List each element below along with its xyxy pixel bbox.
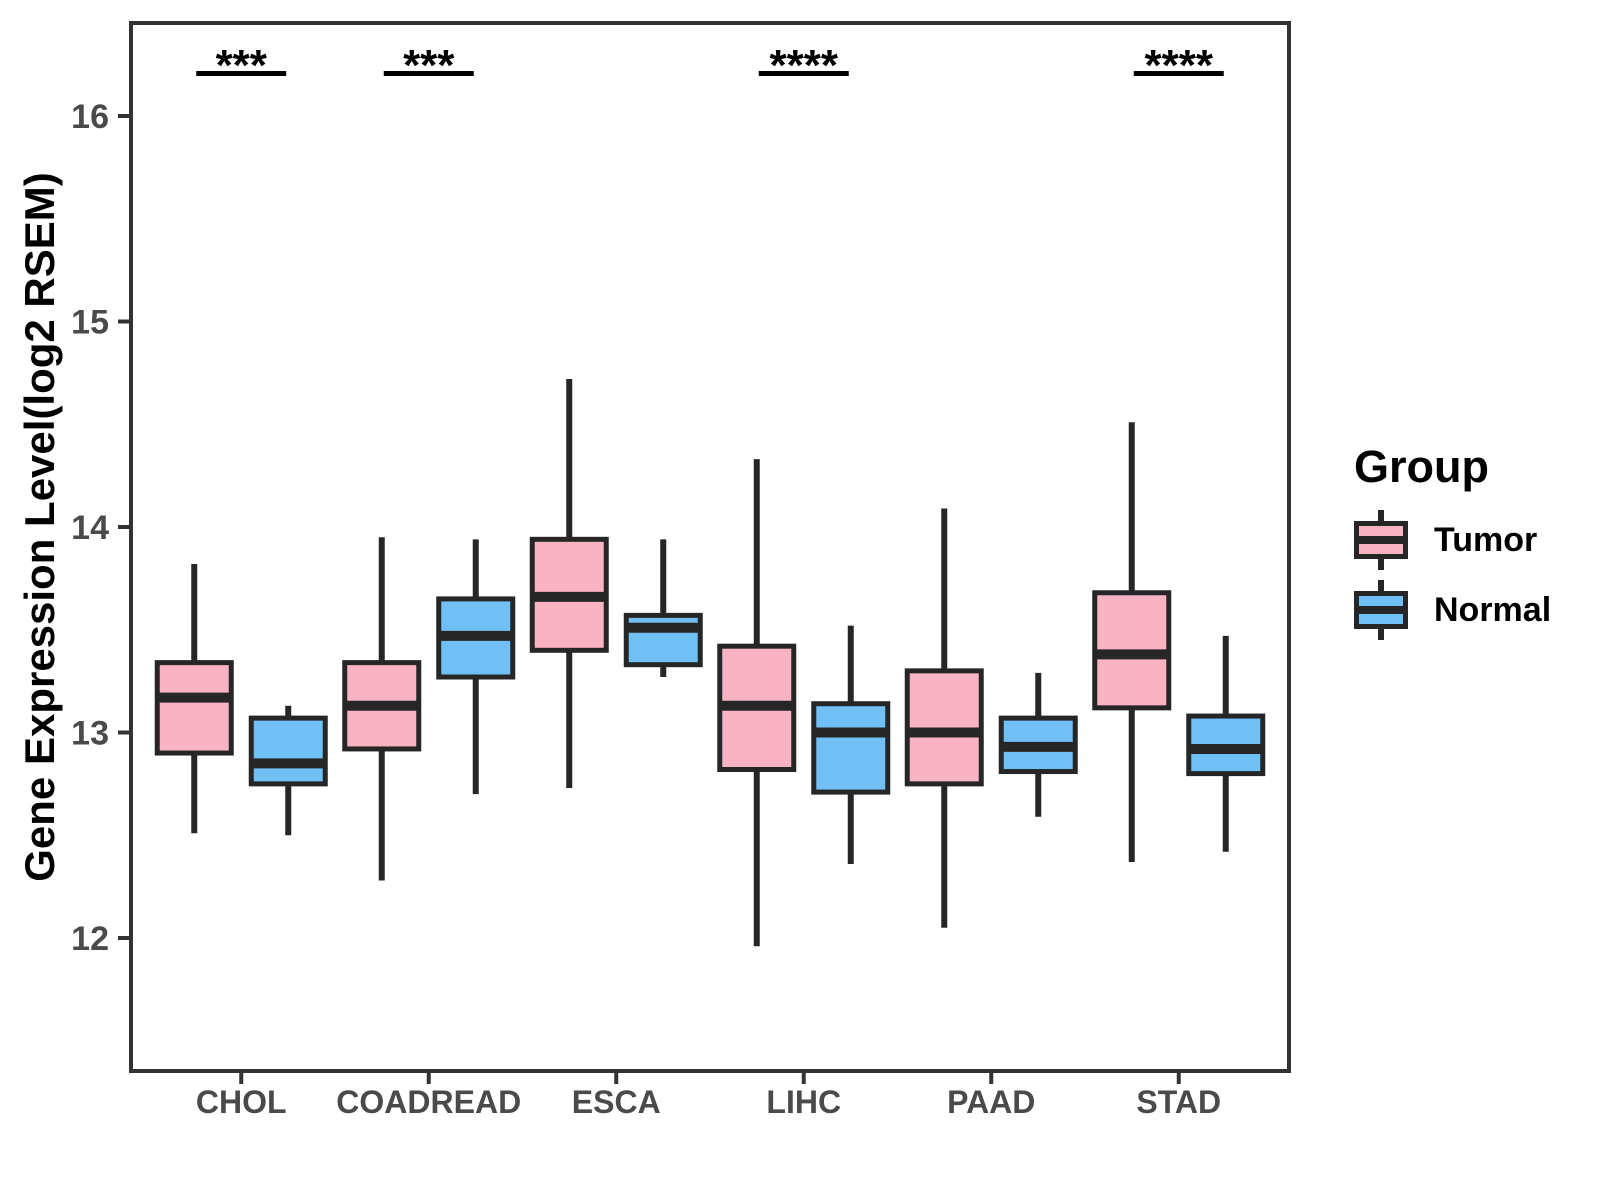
y-axis-tick-label-14: 14 xyxy=(71,509,109,547)
box-Normal-LIHC xyxy=(811,701,891,795)
x-axis-label-CHOL: CHOL xyxy=(196,1084,287,1120)
significance-stars-STAD: **** xyxy=(1145,41,1214,90)
key-median xyxy=(1354,536,1408,544)
legend-title: Group xyxy=(1354,441,1489,492)
significance-bar-STAD xyxy=(1133,71,1224,76)
legend-label-tumor: Tumor xyxy=(1434,520,1538,559)
box-Tumor-CHOL xyxy=(154,660,234,756)
legend-label-normal: Normal xyxy=(1434,590,1552,629)
significance-stars-CHOL: *** xyxy=(216,41,268,90)
x-axis-label-ESCA: ESCA xyxy=(572,1084,661,1120)
y-axis-tick-label-16: 16 xyxy=(71,98,109,136)
box-Tumor-PAAD xyxy=(904,668,984,787)
legend-entry-normal: Normal xyxy=(1354,580,1551,640)
x-axis-label-LIHC: LIHC xyxy=(766,1084,841,1120)
legend: Group Tumor Normal xyxy=(1354,444,1551,650)
x-axis-label-PAAD: PAAD xyxy=(947,1084,1035,1120)
y-axis-tick-label-12: 12 xyxy=(71,920,109,958)
box-Normal-CHOL xyxy=(248,715,328,787)
tumor-boxplot-key-icon xyxy=(1354,510,1408,570)
y-axis-tick-label-13: 13 xyxy=(71,715,109,753)
significance-bar-CHOL xyxy=(196,71,287,76)
y-axis-title: Gene Expression Level(log2 RSEM) xyxy=(16,172,63,882)
significance-bar-LIHC xyxy=(758,71,849,76)
y-axis-tick-label-15: 15 xyxy=(71,304,109,342)
significance-bar-COADREAD xyxy=(383,71,474,76)
significance-stars-LIHC: **** xyxy=(770,41,839,90)
panel-border xyxy=(129,21,1291,1073)
x-axis-label-COADREAD: COADREAD xyxy=(336,1084,521,1120)
x-axis-label-STAD: STAD xyxy=(1136,1084,1221,1120)
significance-stars-COADREAD: *** xyxy=(403,41,455,90)
key-median xyxy=(1354,606,1408,614)
legend-entry-tumor: Tumor xyxy=(1354,510,1551,570)
normal-boxplot-key-icon xyxy=(1354,580,1408,640)
